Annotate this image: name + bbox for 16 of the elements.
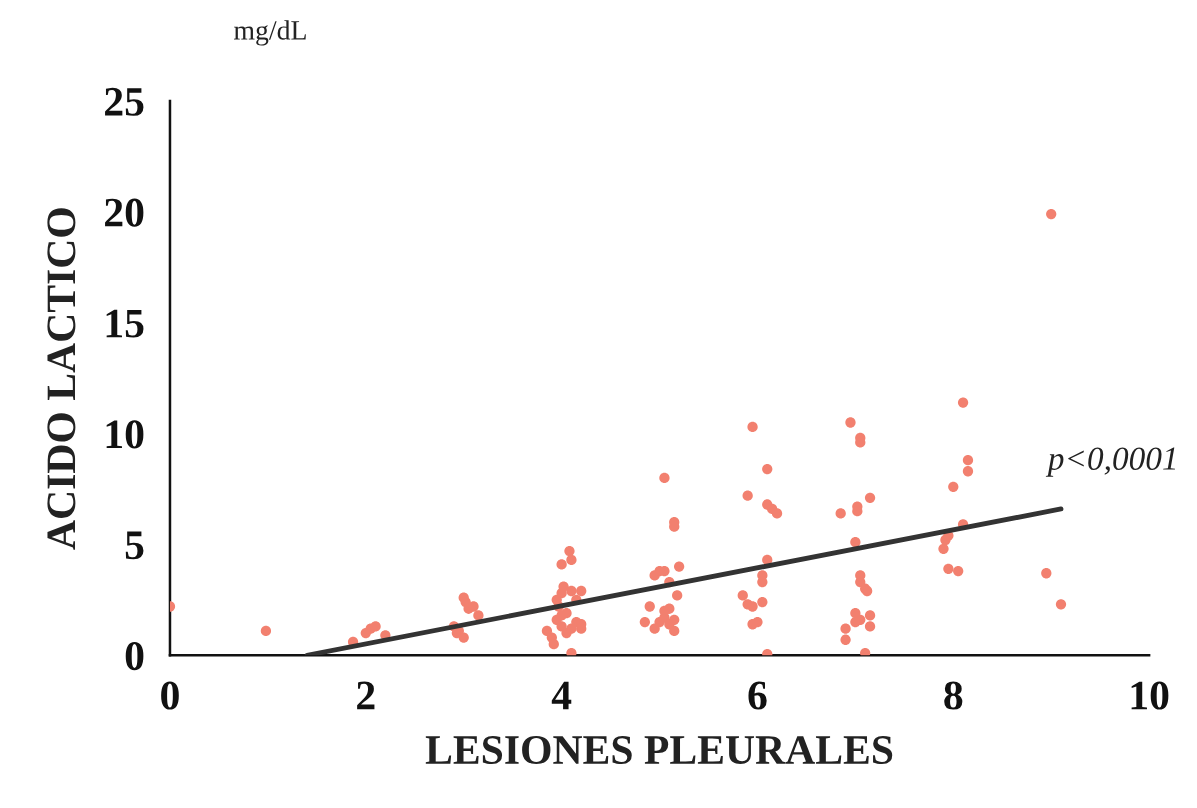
y-tick-label: 25: [105, 87, 144, 116]
x-tick-label: 10: [1131, 681, 1169, 710]
x-tick-label: 2: [357, 681, 375, 710]
text: mg/dL: [234, 20, 306, 46]
y-tick-label: 15: [106, 309, 144, 338]
x-tick-label: 0: [161, 681, 179, 710]
x-tick-label: 4: [551, 681, 572, 710]
y-tick-label: 20: [105, 198, 144, 227]
y-axis-title: ACIDO LACTICO: [47, 208, 76, 550]
x-axis-title: LESIONES PLEURALES: [425, 736, 893, 765]
y-tick-label: 0: [125, 642, 144, 671]
y-tick-label: 10: [106, 420, 144, 449]
annotation: p<0,0001: [1045, 447, 1176, 477]
y-tick-label: 5: [125, 531, 144, 560]
x-tick-label: 8: [944, 681, 963, 710]
x-tick-label: 6: [748, 681, 767, 710]
